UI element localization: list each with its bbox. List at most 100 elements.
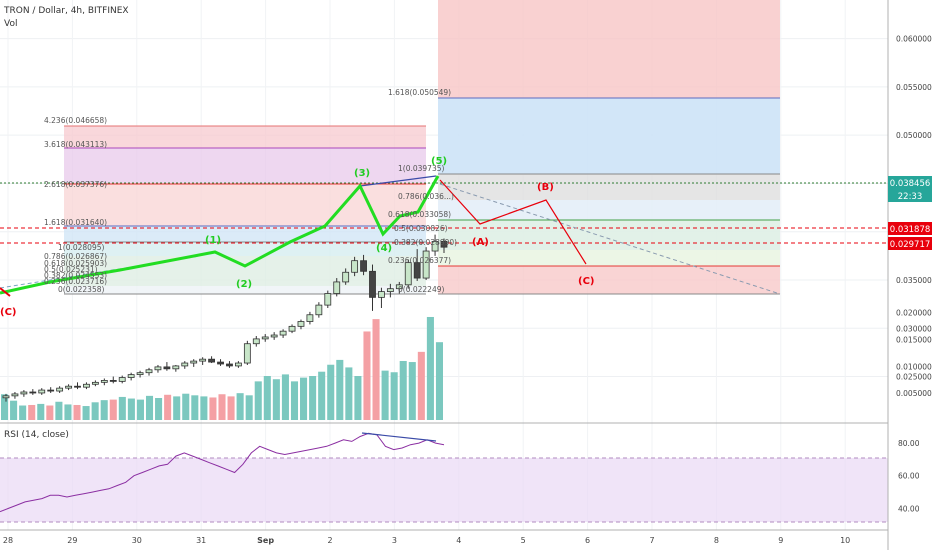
fib-right-label-0: 0(0.022249) bbox=[398, 285, 444, 294]
time-tick-label: 30 bbox=[132, 536, 142, 545]
volume-tick-label: 0.005000 bbox=[896, 389, 932, 398]
volume-bar bbox=[173, 396, 181, 420]
elliott-wave-impulse[interactable] bbox=[0, 175, 440, 295]
wave-label-5: (5) bbox=[431, 156, 447, 167]
wave-label-a: (A) bbox=[472, 237, 489, 248]
candle-body bbox=[11, 393, 19, 397]
candle-body bbox=[431, 240, 439, 252]
volume-bar bbox=[100, 400, 108, 420]
volume-bar bbox=[55, 401, 63, 420]
volume-bar bbox=[200, 396, 208, 420]
fib-left-label-0786: 0.786(0.026867) bbox=[44, 252, 107, 261]
rsi-axis[interactable]: 80.00 60.00 40.00 bbox=[898, 439, 920, 513]
volume-bar bbox=[155, 398, 163, 420]
fib-left-label-0236: 0.236(0.023716) bbox=[44, 277, 107, 286]
volume-bar bbox=[327, 364, 335, 420]
rsi-tick-label: 60.00 bbox=[898, 472, 920, 481]
candle-body bbox=[395, 284, 403, 290]
time-tick-label: 28 bbox=[3, 536, 13, 545]
candle-body bbox=[440, 240, 448, 248]
volume-bar bbox=[399, 360, 407, 420]
price-tick-label: 0.060000 bbox=[896, 35, 932, 44]
candle-body bbox=[243, 343, 251, 364]
fib-left-label-0382: 0.382(0.024553) bbox=[44, 271, 107, 280]
rsi-tick-label: 40.00 bbox=[898, 504, 920, 513]
volume-bar bbox=[82, 406, 90, 420]
rsi-divergence-line[interactable] bbox=[361, 432, 437, 442]
red-price-text-2: 0.029717 bbox=[890, 240, 931, 250]
time-tick-label: 29 bbox=[67, 536, 77, 545]
rsi-band bbox=[0, 458, 888, 522]
red-price-tag-1 bbox=[888, 222, 932, 235]
volume-bar bbox=[426, 316, 434, 420]
volume-bar bbox=[435, 342, 443, 420]
volume-bar bbox=[1, 394, 9, 420]
volume-bar bbox=[363, 331, 371, 420]
candle-body bbox=[235, 362, 242, 367]
rsi-title: RSI (14, close) bbox=[4, 430, 69, 440]
volume-bar bbox=[37, 403, 45, 420]
candle-body bbox=[38, 389, 46, 394]
volume-bar bbox=[254, 381, 262, 420]
candle-body bbox=[297, 321, 305, 327]
volume-bars bbox=[1, 316, 443, 420]
time-tick-label: Sep bbox=[257, 536, 274, 545]
volume-bar bbox=[300, 377, 308, 420]
elliott-wave-corrective[interactable] bbox=[439, 179, 587, 265]
candlesticks bbox=[2, 234, 448, 402]
fib-left-label-1: 1(0.028095) bbox=[58, 243, 104, 252]
current-price-text: 0.038456 bbox=[890, 179, 931, 189]
candle-body bbox=[154, 366, 162, 371]
price-tick-label: 0.055000 bbox=[896, 83, 932, 92]
fib-extension-left[interactable] bbox=[64, 125, 426, 295]
time-tick-label: 4 bbox=[456, 536, 461, 545]
time-tick-label: 2 bbox=[327, 536, 332, 545]
volume-bar bbox=[372, 319, 380, 420]
volume-bar bbox=[381, 370, 389, 420]
volume-bar bbox=[10, 400, 18, 420]
volume-axis[interactable]: 0.020000 0.015000 0.010000 0.005000 bbox=[896, 309, 932, 398]
candle-body bbox=[199, 358, 207, 362]
countdown-tag bbox=[888, 189, 932, 202]
volume-bar bbox=[390, 372, 398, 420]
red-price-tag-2 bbox=[888, 237, 932, 250]
candle-body bbox=[306, 314, 314, 322]
candle-body bbox=[29, 391, 37, 394]
price-tick-label: 0.030000 bbox=[896, 324, 932, 333]
volume-bar bbox=[263, 376, 271, 420]
time-tick-label: 10 bbox=[840, 536, 850, 545]
price-tick-label: 0.035000 bbox=[896, 276, 932, 285]
time-tick-label: 5 bbox=[521, 536, 526, 545]
volume-bar bbox=[290, 381, 299, 420]
volume-bar bbox=[91, 402, 99, 420]
candle-body bbox=[252, 338, 260, 345]
time-tick-label: 8 bbox=[714, 536, 719, 545]
candle-body bbox=[74, 385, 81, 388]
candle-body bbox=[342, 271, 350, 283]
time-tick-label: 6 bbox=[585, 536, 590, 545]
symbol-title: TRON / Dollar, 4h, BITFINEX bbox=[3, 6, 129, 16]
candle-body bbox=[378, 291, 385, 298]
fib-right-label-05: 0.5(0.030826) bbox=[394, 224, 448, 233]
candle-body bbox=[404, 262, 412, 286]
volume-bar bbox=[164, 394, 172, 420]
candle-body bbox=[100, 380, 108, 383]
candle-body bbox=[351, 260, 359, 273]
volume-bar bbox=[182, 393, 190, 420]
volume-bar bbox=[191, 395, 199, 420]
candle-body bbox=[181, 362, 189, 367]
wave-label-c-right: (C) bbox=[578, 276, 594, 287]
candle-body bbox=[91, 381, 99, 385]
time-axis[interactable]: 28 29 30 31 Sep 2 3 4 5 6 7 8 9 10 bbox=[3, 536, 850, 545]
volume-bar bbox=[408, 362, 416, 420]
volume-bar bbox=[272, 379, 280, 420]
projection-trendline[interactable] bbox=[439, 183, 781, 295]
rising-trendline[interactable] bbox=[359, 175, 437, 187]
candle-body bbox=[261, 336, 269, 340]
fib-extension-right[interactable] bbox=[438, 0, 780, 295]
fib-right-label-1: 1(0.039735) bbox=[398, 164, 444, 173]
candle-body bbox=[369, 270, 376, 298]
fib-left-label-0618: 0.618(0.025903) bbox=[44, 259, 107, 268]
